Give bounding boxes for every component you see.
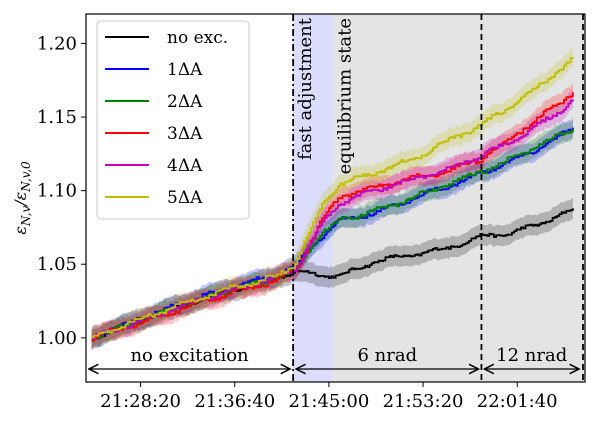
region-labels: fast adjustment equilibrium state bbox=[295, 17, 356, 174]
ytick-label: 1.20 bbox=[37, 33, 77, 54]
annotation-6-nrad: 6 nrad bbox=[357, 345, 417, 366]
ytick-label: 1.00 bbox=[37, 328, 77, 349]
shaded-regions bbox=[293, 14, 585, 382]
series-line-3deltaa bbox=[91, 92, 574, 342]
legend-label-2deltaa: 2ΔA bbox=[167, 92, 203, 112]
series-line-4deltaa bbox=[91, 99, 574, 340]
series-lines bbox=[91, 57, 574, 342]
ytick-label: 1.15 bbox=[37, 107, 77, 128]
band-no-exc bbox=[91, 197, 573, 349]
xtick-label: 21:45:00 bbox=[288, 391, 369, 412]
legend-label-5deltaa: 5ΔA bbox=[167, 188, 203, 208]
legend-box bbox=[96, 20, 250, 220]
series-line-5deltaa bbox=[91, 57, 574, 339]
region-label-equilibrium-state: equilibrium state bbox=[335, 18, 356, 174]
arrow-annotations: no excitation 6 nrad 12 nrad bbox=[89, 345, 579, 369]
y-axis-label: εN,v/εN,v,0 bbox=[11, 161, 33, 235]
xtick-label: 21:28:20 bbox=[100, 391, 181, 412]
annotation-no-excitation: no excitation bbox=[130, 345, 249, 366]
xtick-label: 22:01:40 bbox=[477, 391, 558, 412]
legend-label-1deltaa: 1ΔA bbox=[167, 60, 203, 80]
axes: 1.00 1.05 1.10 1.15 1.20 21:28:20 21:36:40 21:4… bbox=[11, 33, 558, 412]
region-label-fast-adjustment: fast adjustment bbox=[295, 17, 316, 160]
band-5deltaa bbox=[91, 47, 573, 348]
xtick-label: 21:53:20 bbox=[383, 391, 464, 412]
vertical-lines bbox=[292, 14, 584, 382]
band-4deltaa bbox=[91, 89, 573, 349]
legend-label-4deltaa: 4ΔA bbox=[167, 156, 203, 176]
region-equilibrium-state bbox=[332, 14, 585, 382]
ytick-label: 1.10 bbox=[37, 181, 77, 202]
legend-label-no-exc: no exc. bbox=[167, 28, 228, 48]
xtick-label: 21:36:40 bbox=[194, 391, 275, 412]
legend: no exc. 1ΔA 2ΔA 3ΔA 4ΔA 5ΔA bbox=[96, 20, 250, 220]
ytick-label: 1.05 bbox=[37, 254, 77, 275]
plot-frame bbox=[85, 13, 586, 383]
legend-label-3deltaa: 3ΔA bbox=[167, 124, 203, 144]
annotation-12-nrad: 12 nrad bbox=[496, 345, 567, 366]
